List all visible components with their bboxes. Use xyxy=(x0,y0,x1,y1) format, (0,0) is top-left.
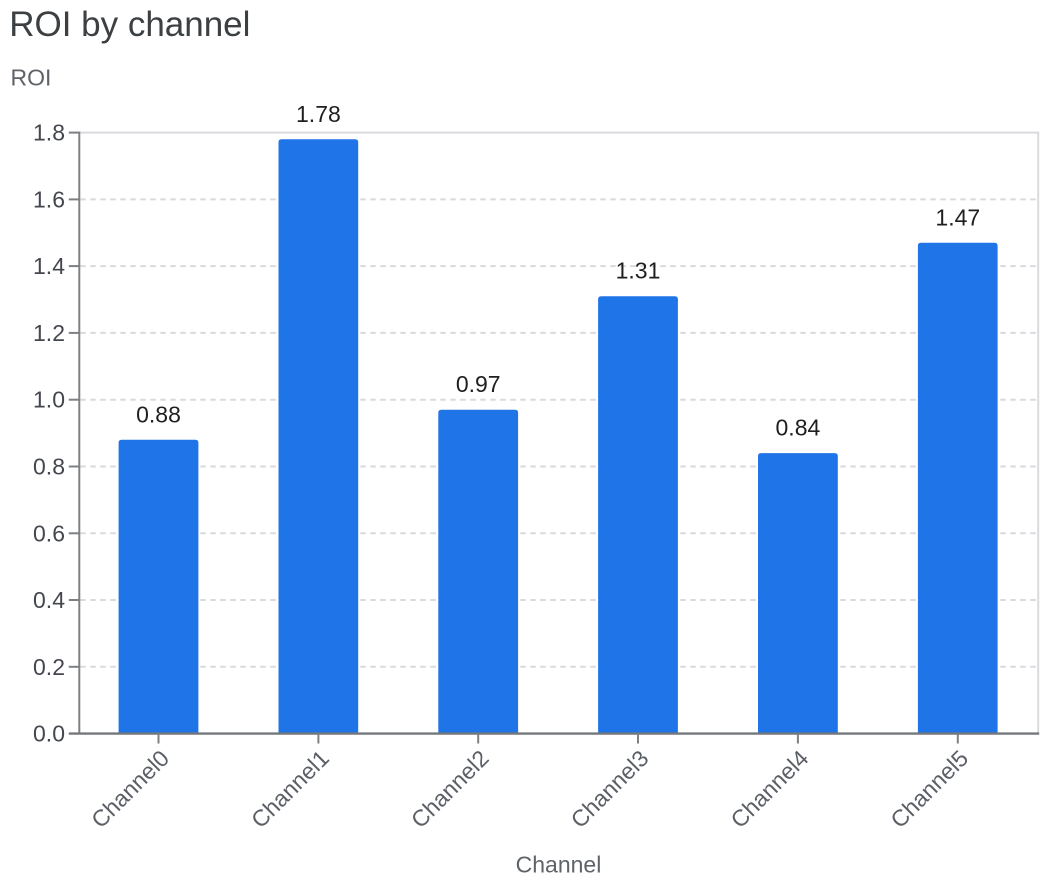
svg-text:0.84: 0.84 xyxy=(776,415,821,441)
svg-text:1.0: 1.0 xyxy=(33,387,65,413)
svg-text:1.6: 1.6 xyxy=(33,186,65,212)
svg-text:Channel: Channel xyxy=(516,852,602,878)
svg-text:0.6: 0.6 xyxy=(33,520,65,546)
svg-text:ROI: ROI xyxy=(11,65,52,91)
svg-text:0.88: 0.88 xyxy=(136,401,181,427)
svg-text:1.47: 1.47 xyxy=(935,204,980,230)
svg-text:1.78: 1.78 xyxy=(296,101,341,127)
svg-text:0.97: 0.97 xyxy=(456,371,501,397)
svg-text:0.4: 0.4 xyxy=(33,587,65,613)
svg-text:0.0: 0.0 xyxy=(33,721,65,747)
svg-text:1.31: 1.31 xyxy=(616,258,661,284)
svg-text:0.2: 0.2 xyxy=(33,654,65,680)
svg-text:ROI by channel: ROI by channel xyxy=(9,5,250,44)
svg-text:1.8: 1.8 xyxy=(33,120,65,146)
svg-text:0.8: 0.8 xyxy=(33,454,65,480)
svg-text:1.2: 1.2 xyxy=(33,320,65,346)
svg-text:1.4: 1.4 xyxy=(33,253,65,279)
